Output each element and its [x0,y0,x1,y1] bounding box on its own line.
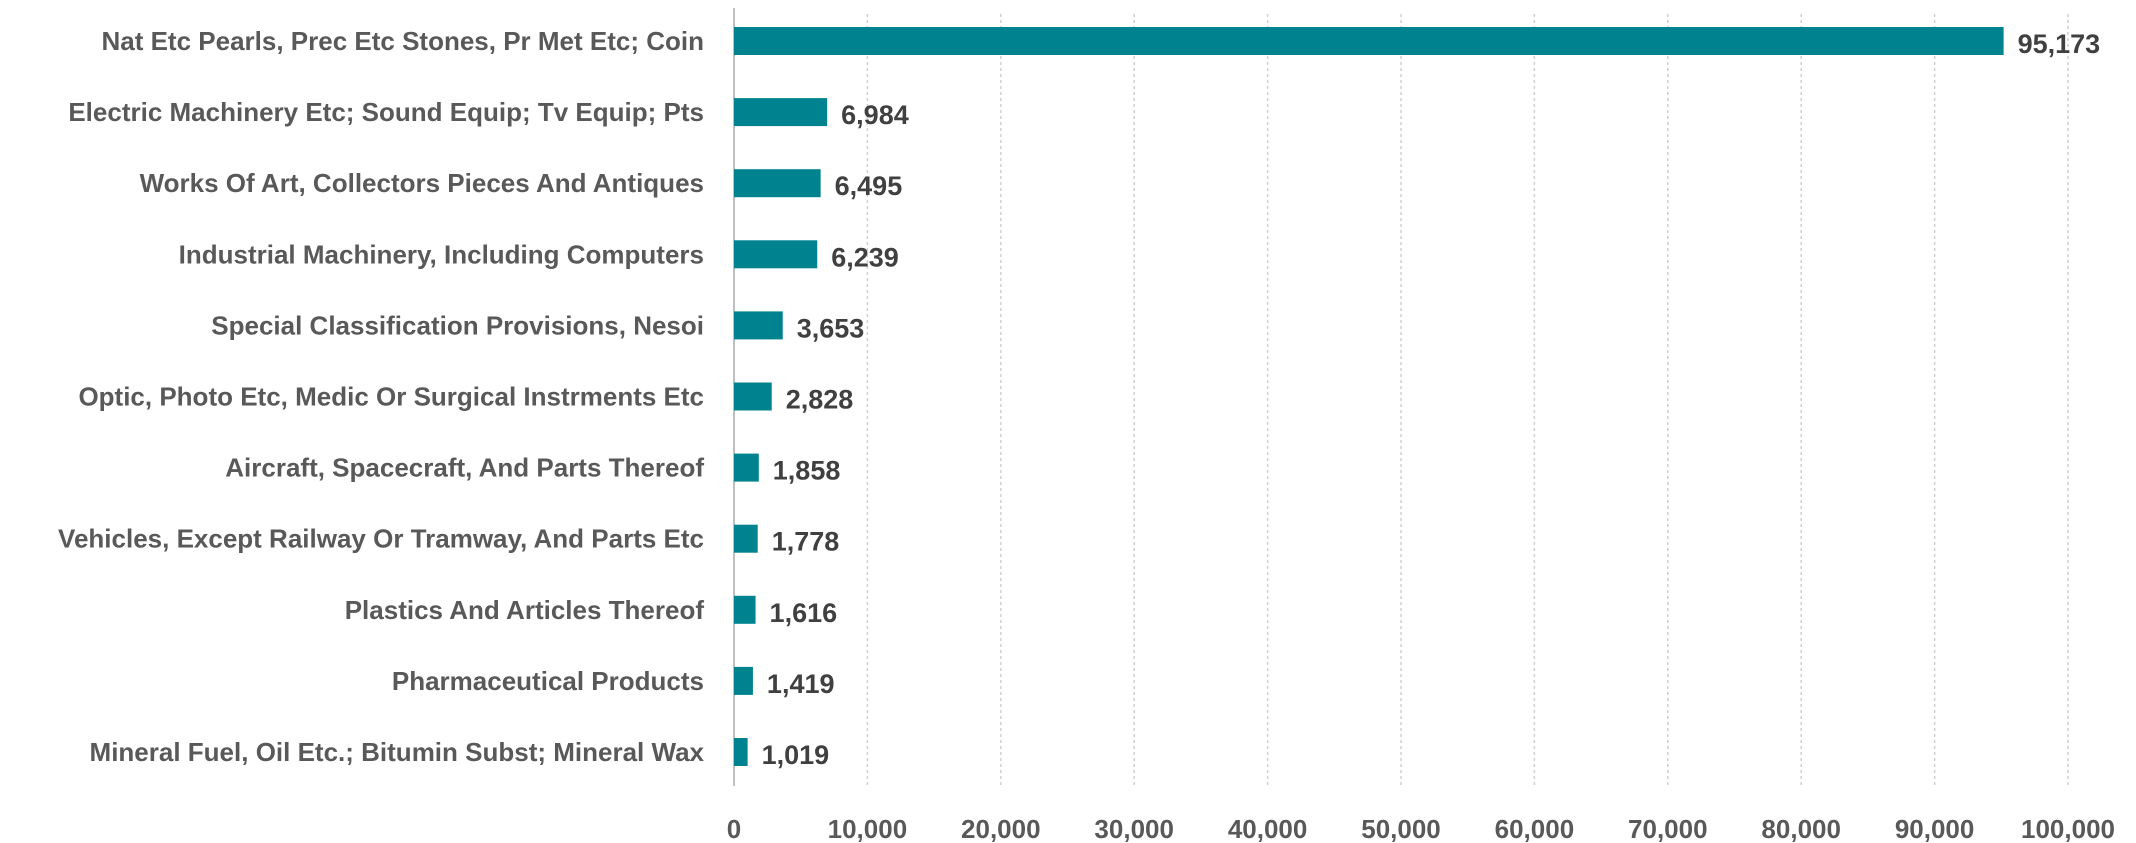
x-tick-label: 0 [727,814,741,843]
category-label: Special Classification Provisions, Nesoi [211,310,704,340]
x-tick-label: 90,000 [1895,814,1975,843]
category-label: Optic, Photo Etc, Medic Or Surgical Inst… [78,382,704,412]
bar [734,453,759,482]
data-label: 1,019 [762,740,830,770]
x-tick-label: 60,000 [1495,814,1575,843]
category-label: Vehicles, Except Railway Or Tramway, And… [58,524,704,554]
data-label: 3,653 [797,313,865,343]
category-label: Works Of Art, Collectors Pieces And Anti… [140,168,704,198]
bar [734,666,753,695]
data-label: 95,173 [2018,29,2101,59]
data-label: 1,778 [772,527,840,557]
category-label: Electric Machinery Etc; Sound Equip; Tv … [68,97,704,127]
x-tick-label: 100,000 [2021,814,2115,843]
category-label: Industrial Machinery, Including Computer… [179,239,704,269]
bar [734,27,2004,55]
x-tick-label: 10,000 [828,814,908,843]
category-labels: Nat Etc Pearls, Prec Etc Stones, Pr Met … [58,26,704,767]
category-label: Plastics And Articles Thereof [345,595,705,625]
bar [734,311,783,340]
data-label: 2,828 [786,385,854,415]
data-label: 6,239 [831,242,899,272]
x-tick-labels: 0 10,000 20,000 30,000 40,000 50,000 60,000 70,… [727,814,2115,843]
gridlines [866,14,2069,786]
category-label: Pharmaceutical Products [392,666,704,696]
data-label: 1,858 [773,456,841,486]
bar [734,595,756,624]
data-label: 6,984 [841,100,909,130]
x-tick-label: 80,000 [1761,814,1841,843]
bar [734,382,772,411]
category-label: Mineral Fuel, Oil Etc.; Bitumin Subst; M… [90,737,705,767]
value-labels: 95,173 6,984 6,495 6,239 3,653 2,828 1,858 1,77… [762,29,2101,770]
category-label: Aircraft, Spacecraft, And Parts Thereof [225,453,704,483]
x-tick-label: 50,000 [1361,814,1441,843]
data-label: 1,616 [770,598,838,628]
bar [734,240,818,269]
bars [734,27,2004,766]
data-label: 1,419 [767,669,835,699]
data-label: 6,495 [835,171,903,201]
x-tick-label: 40,000 [1228,814,1308,843]
x-tick-label: 30,000 [1094,814,1174,843]
bar [734,98,828,127]
bar [734,169,821,198]
bar [734,738,748,766]
x-tick-label: 20,000 [961,814,1041,843]
category-label: Nat Etc Pearls, Prec Etc Stones, Pr Met … [101,26,704,56]
bar [734,524,758,553]
x-tick-label: 70,000 [1628,814,1708,843]
